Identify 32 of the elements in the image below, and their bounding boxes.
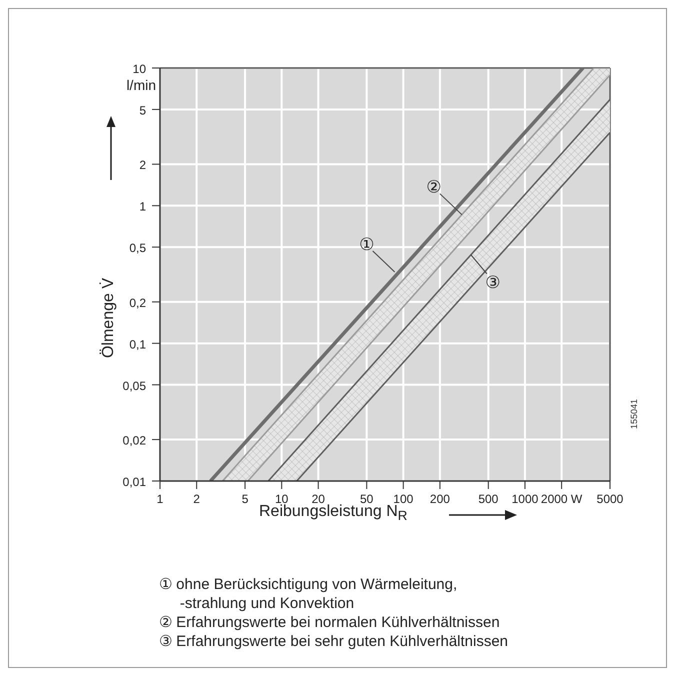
x-axis-title: Reibungsleistung N$_{R}$	[259, 503, 408, 524]
x-tick-label: 500	[478, 492, 499, 506]
y-tick-label: 0,05	[122, 378, 146, 393]
x-tick-label: 1000	[512, 492, 539, 506]
y-tick-label: 0,02	[122, 434, 146, 448]
text: 155041	[629, 398, 639, 429]
y-axis-title: Ölmenge V̇	[100, 276, 118, 360]
x-tick-label: 5000	[596, 492, 624, 506]
y-tick-label: 10	[132, 62, 146, 76]
y-tick-label: 2	[139, 158, 146, 172]
text: ③ Erfahrungswerte bei sehr guten Kühlverhältnissen	[159, 632, 508, 651]
y-tick-label: 0,01	[122, 475, 146, 489]
x-tick-label: 5	[242, 492, 249, 506]
x-tick-label: 1	[156, 492, 164, 506]
x-tick-label: 20	[312, 492, 326, 506]
x-tick-label: 2	[193, 492, 200, 506]
y-tick-label: 1	[139, 200, 146, 214]
x-tick-label: 100	[393, 492, 414, 506]
annotation: ①	[359, 234, 374, 255]
y-tick-label: 0,5	[129, 241, 146, 256]
text: l/min	[125, 77, 156, 93]
annotation: ③	[485, 272, 500, 293]
x-tick-label: 10	[274, 492, 289, 506]
y-tick-label: 5	[139, 103, 146, 118]
x-tick-label: 200	[430, 492, 450, 506]
x-tick-label: 50	[360, 492, 374, 506]
text: ② Erfahrungswerte bei normalen Kühlverhältnissen	[159, 613, 501, 632]
annotation: ②	[426, 178, 442, 198]
text: ① ohne Berücksichtigung von Wärmeleitung, -strahlung und Konvektion	[159, 575, 458, 613]
x-tick-label: 2000 W	[540, 492, 583, 506]
y-tick-label: 0,2	[129, 296, 146, 310]
y-tick-label: 0,1	[129, 337, 146, 352]
